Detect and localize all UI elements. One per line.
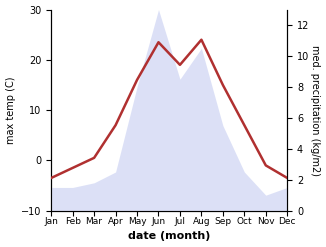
Y-axis label: max temp (C): max temp (C) xyxy=(6,76,16,144)
X-axis label: date (month): date (month) xyxy=(128,231,210,242)
Y-axis label: med. precipitation (kg/m2): med. precipitation (kg/m2) xyxy=(310,45,320,176)
